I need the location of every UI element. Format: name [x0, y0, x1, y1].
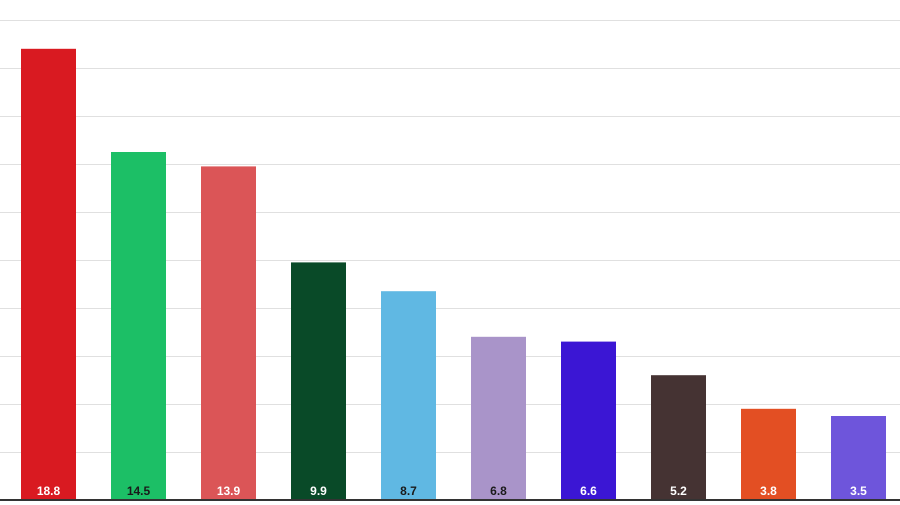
bar-value-label-1: 18.8	[37, 484, 61, 498]
bar-value-label-8: 5.2	[670, 484, 687, 498]
bar-value-label-10: 3.5	[850, 484, 867, 498]
bar-5	[381, 291, 436, 500]
bar-3	[201, 166, 256, 500]
bar-value-label-9: 3.8	[760, 484, 777, 498]
bar-6	[471, 336, 526, 500]
bar-2	[111, 152, 166, 500]
bars	[21, 48, 886, 501]
bar-value-label-2: 14.5	[127, 484, 151, 498]
bar-value-label-7: 6.6	[580, 484, 597, 498]
bar-1	[21, 48, 76, 501]
bar-value-label-5: 8.7	[400, 484, 417, 498]
bar-value-label-3: 13.9	[217, 484, 241, 498]
bar-4	[291, 262, 346, 500]
bar-10	[831, 416, 886, 500]
bar-8	[651, 375, 706, 500]
bar-value-label-4: 9.9	[310, 484, 327, 498]
bar-7	[561, 341, 616, 500]
bar-value-label-6: 6.8	[490, 484, 507, 498]
bar-value-labels: 18.8 14.5 13.9 9.9 8.7 6.8 6.6 5.2 3.8 3.5	[37, 484, 867, 498]
bar-9	[741, 408, 796, 500]
